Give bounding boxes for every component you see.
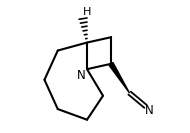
Polygon shape <box>109 63 130 93</box>
Text: H: H <box>83 7 91 17</box>
Text: N: N <box>77 69 86 82</box>
Text: N: N <box>145 104 154 117</box>
